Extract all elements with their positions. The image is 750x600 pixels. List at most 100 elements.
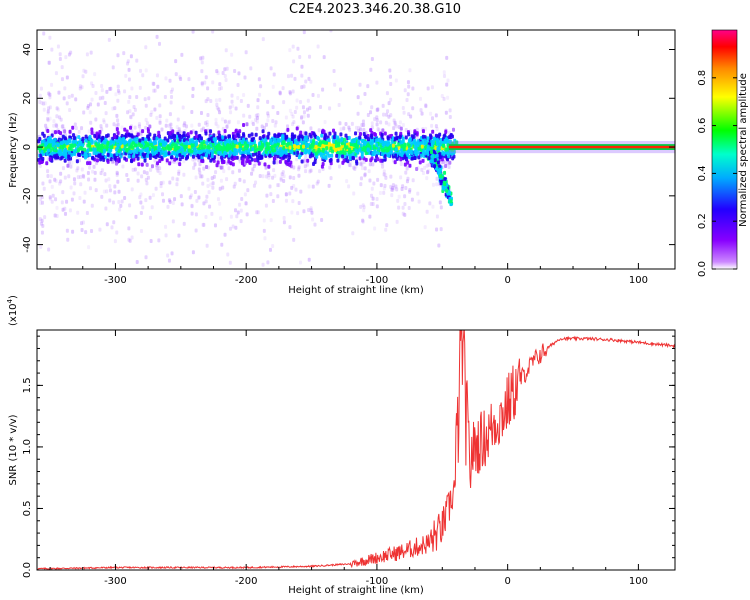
heatmap-cell — [143, 97, 147, 102]
heatmap-cell — [138, 195, 142, 200]
heatmap-cell — [290, 112, 294, 117]
heatmap-cell — [397, 205, 401, 210]
heatmap-cell — [383, 131, 387, 136]
heatmap-cell — [385, 112, 389, 117]
heatmap-cell — [230, 99, 234, 104]
heatmap-cell — [268, 184, 272, 189]
heatmap-cell — [132, 104, 136, 109]
heatmap-cell — [177, 233, 181, 238]
heatmap-cell — [393, 136, 397, 141]
heatmap-cell — [425, 209, 429, 214]
heatmap-cell — [67, 154, 71, 159]
heatmap-cell — [397, 194, 401, 199]
heatmap-cell — [68, 129, 72, 134]
heatmap-cell — [182, 151, 186, 156]
heatmap-cell — [379, 120, 383, 125]
heatmap-cell — [56, 143, 60, 148]
heatmap-cell — [442, 73, 446, 78]
heatmap-cell — [451, 156, 455, 161]
heatmap-cell — [332, 69, 336, 74]
heatmap-cell — [407, 132, 411, 137]
heatmap-cell — [193, 190, 197, 195]
heatmap-cell — [63, 158, 67, 163]
heatmap-cell — [87, 129, 91, 134]
heatmap-cell — [176, 177, 180, 182]
heatmap-cell — [187, 148, 191, 153]
heatmap-cell — [53, 154, 57, 159]
heatmap-cell — [327, 183, 331, 188]
heatmap-cell — [218, 137, 222, 142]
heatmap-cell — [179, 76, 183, 81]
heatmap-cell — [290, 185, 294, 190]
heatmap-cell — [403, 194, 407, 199]
heatmap-cell — [230, 93, 234, 98]
heatmap-cell — [67, 95, 71, 100]
heatmap-cell — [249, 66, 253, 71]
heatmap-cell — [98, 96, 102, 101]
heatmap-cell — [430, 143, 434, 148]
heatmap-cell — [97, 154, 101, 159]
heatmap-cell — [88, 165, 92, 170]
colorbar-label: Normalized spectral amplitude — [738, 73, 749, 227]
heatmap-cell — [411, 106, 415, 111]
heatmap-cell — [301, 144, 305, 149]
heatmap-cell — [167, 198, 171, 203]
heatmap-cell — [182, 159, 186, 164]
heatmap-cell — [52, 119, 56, 124]
heatmap-cell — [305, 135, 309, 140]
heatmap-cell — [250, 132, 254, 137]
heatmap-cell — [60, 77, 64, 82]
heatmap-cell — [102, 157, 106, 162]
heatmap-cell — [435, 227, 439, 232]
heatmap-cell — [96, 102, 100, 107]
heatmap-cell — [405, 98, 409, 103]
heatmap-cell — [273, 133, 277, 138]
heatmap-cell — [67, 174, 71, 179]
heatmap-cell — [139, 68, 143, 73]
heatmap-cell — [407, 155, 411, 160]
heatmap-cell — [194, 156, 198, 161]
heatmap-cell — [223, 129, 227, 134]
heatmap-cell — [284, 150, 288, 155]
heatmap-cell — [271, 119, 275, 124]
heatmap-cell — [389, 81, 393, 86]
heatmap-cell — [420, 111, 424, 116]
heatmap-cell — [284, 198, 288, 203]
heatmap-cell — [192, 165, 196, 170]
heatmap-cell — [328, 165, 332, 170]
heatmap-cell — [129, 114, 133, 119]
heatmap-cell — [276, 194, 280, 199]
heatmap-cell — [250, 171, 254, 176]
heatmap-cell — [265, 174, 269, 179]
heatmap-cell — [261, 262, 265, 267]
heatmap-cell — [165, 158, 169, 163]
heatmap-cell — [220, 117, 224, 122]
heatmap-cell — [185, 155, 189, 160]
heatmap-cell — [190, 204, 194, 209]
heatmap-cell — [38, 217, 42, 222]
heatmap-cell — [382, 148, 386, 153]
heatmap-cell — [380, 132, 384, 137]
heatmap-cell — [302, 114, 306, 119]
heatmap-cell — [439, 181, 443, 186]
heatmap-cell — [368, 178, 372, 183]
heatmap-cell — [139, 192, 143, 197]
heatmap-cell — [40, 101, 44, 106]
heatmap-cell — [158, 41, 162, 46]
heatmap-cell — [250, 137, 254, 142]
heatmap-cell — [315, 181, 319, 186]
heatmap-cell — [411, 156, 415, 161]
heatmap-cell — [280, 172, 284, 177]
heatmap-cell — [271, 243, 275, 248]
heatmap-cell — [403, 201, 407, 206]
heatmap-cell — [285, 143, 289, 148]
heatmap-cell — [258, 92, 262, 97]
heatmap-cell — [135, 146, 139, 151]
heatmap-cell — [303, 150, 307, 155]
heatmap-cell — [244, 201, 248, 206]
heatmap-cell — [106, 133, 110, 138]
heatmap-cell — [393, 120, 397, 125]
heatmap-cell — [214, 145, 218, 150]
heatmap-cell — [292, 120, 296, 125]
heatmap-cell — [313, 222, 317, 227]
